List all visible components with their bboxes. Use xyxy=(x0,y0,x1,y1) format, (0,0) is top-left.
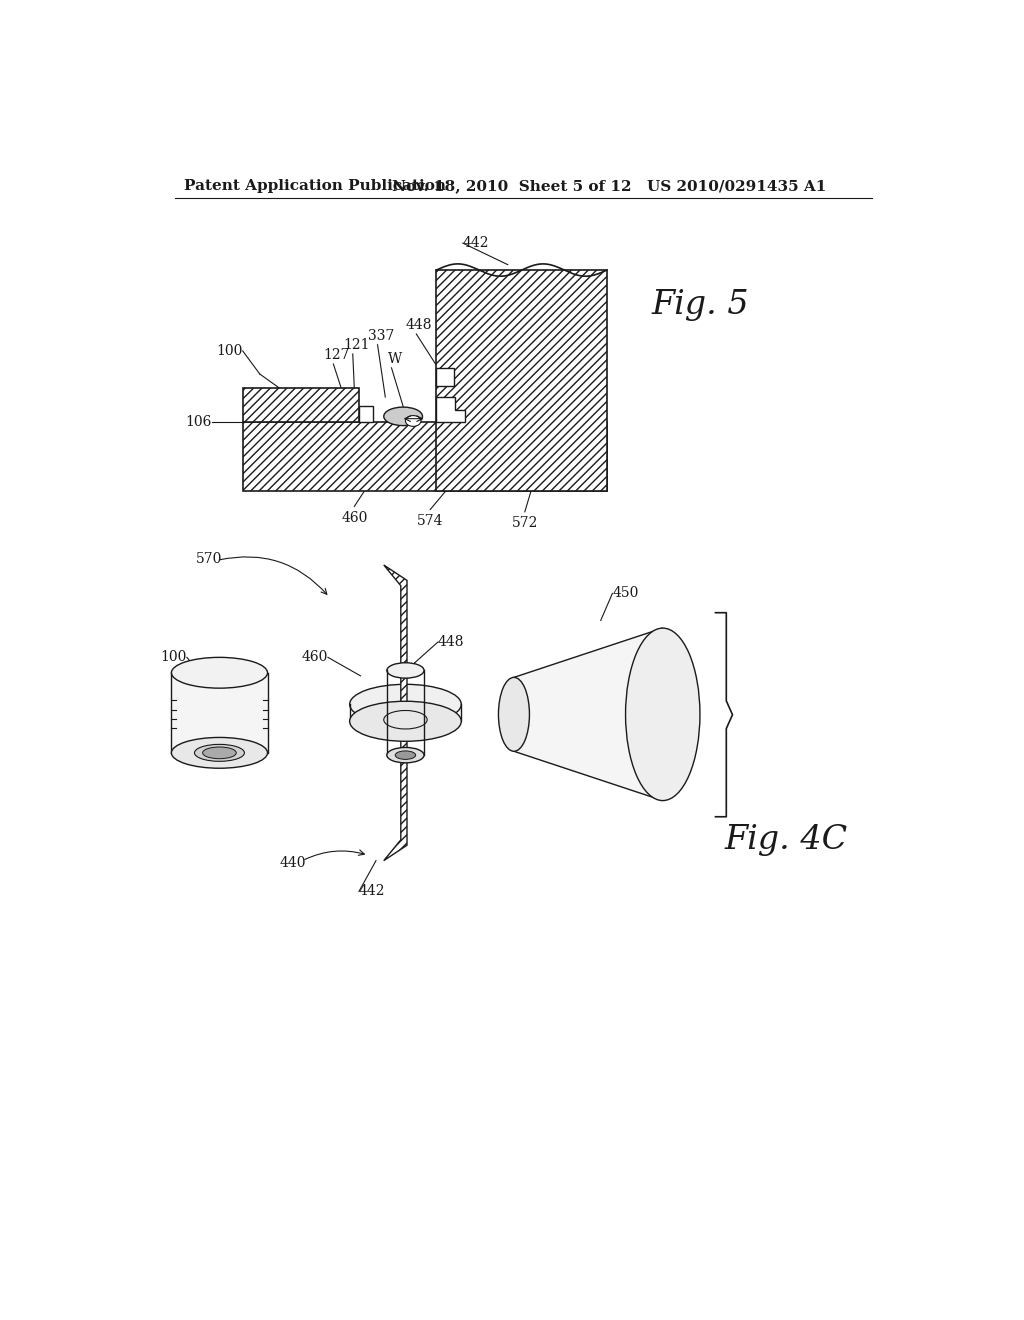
Bar xyxy=(171,673,267,752)
Text: 450: 450 xyxy=(612,586,639,601)
Ellipse shape xyxy=(499,677,529,751)
Text: W: W xyxy=(388,352,401,367)
Polygon shape xyxy=(436,368,454,385)
Text: 440: 440 xyxy=(280,855,305,870)
Text: 106: 106 xyxy=(185,414,212,429)
Text: 100: 100 xyxy=(216,345,243,358)
Ellipse shape xyxy=(395,751,416,759)
Ellipse shape xyxy=(203,747,237,759)
Text: Patent Application Publication: Patent Application Publication xyxy=(183,180,445,193)
Polygon shape xyxy=(436,368,454,385)
Ellipse shape xyxy=(171,657,267,688)
Text: 460: 460 xyxy=(341,511,368,525)
Ellipse shape xyxy=(384,407,423,425)
Polygon shape xyxy=(243,388,359,422)
Ellipse shape xyxy=(349,684,461,725)
Ellipse shape xyxy=(387,663,424,678)
Text: 442: 442 xyxy=(359,884,385,899)
Polygon shape xyxy=(243,422,607,491)
Text: 448: 448 xyxy=(438,635,465,649)
Text: 448: 448 xyxy=(406,318,432,331)
Polygon shape xyxy=(384,723,407,861)
Ellipse shape xyxy=(406,416,421,426)
Ellipse shape xyxy=(195,744,245,762)
Ellipse shape xyxy=(171,738,267,768)
Text: 460: 460 xyxy=(302,651,328,664)
Polygon shape xyxy=(514,628,663,800)
Ellipse shape xyxy=(387,747,424,763)
Text: Fig. 5: Fig. 5 xyxy=(651,289,749,321)
Ellipse shape xyxy=(349,701,461,742)
Ellipse shape xyxy=(626,628,700,800)
Polygon shape xyxy=(436,397,465,422)
Text: 121: 121 xyxy=(343,338,370,352)
Text: 574: 574 xyxy=(417,515,443,528)
Polygon shape xyxy=(436,271,607,491)
Polygon shape xyxy=(436,397,465,422)
Text: 570: 570 xyxy=(197,552,222,566)
Text: 572: 572 xyxy=(512,516,538,531)
Text: 337: 337 xyxy=(369,329,394,343)
Text: Nov. 18, 2010  Sheet 5 of 12: Nov. 18, 2010 Sheet 5 of 12 xyxy=(391,180,631,193)
Text: Fig. 4C: Fig. 4C xyxy=(725,825,848,857)
Text: 442: 442 xyxy=(463,236,489,249)
Polygon shape xyxy=(384,565,407,702)
Text: 100: 100 xyxy=(161,651,187,664)
Text: US 2010/0291435 A1: US 2010/0291435 A1 xyxy=(647,180,826,193)
Text: 127: 127 xyxy=(324,348,350,363)
Polygon shape xyxy=(359,407,373,422)
